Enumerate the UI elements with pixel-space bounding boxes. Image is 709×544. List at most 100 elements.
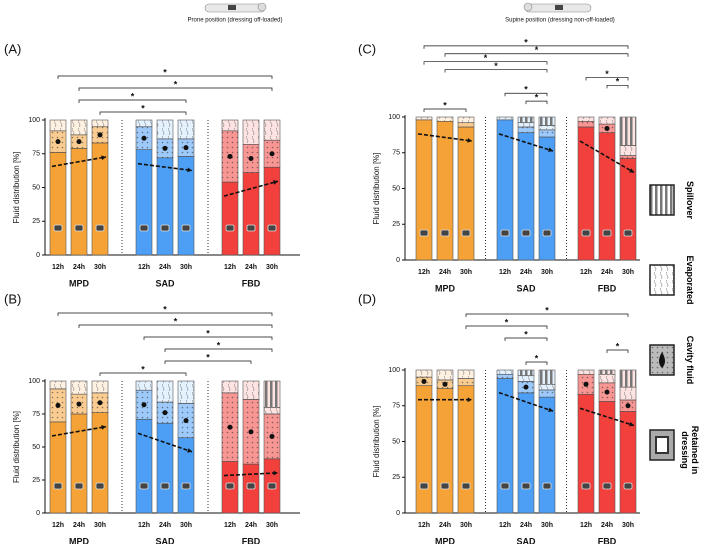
significance-label: * xyxy=(524,37,528,47)
bar-segment xyxy=(156,422,174,514)
trend-arrow-head xyxy=(548,407,553,413)
dressing-icon xyxy=(181,224,191,232)
group-label: MPD xyxy=(435,536,456,544)
dressing-icon xyxy=(95,482,105,490)
bar-segment xyxy=(415,119,433,261)
x-tick-label: 24h xyxy=(520,269,532,276)
significance-bracket xyxy=(423,45,629,49)
significance-label: * xyxy=(505,317,509,327)
trend-arrow-head xyxy=(187,167,192,173)
segment-pattern xyxy=(578,121,594,128)
x-tick-label: 30h xyxy=(541,269,553,276)
segment-pattern xyxy=(50,381,66,389)
bar-segment xyxy=(538,136,556,261)
trend-arrow-head xyxy=(467,397,472,403)
significance-label: * xyxy=(524,329,528,339)
bar-segment xyxy=(538,396,556,514)
cavity-icon xyxy=(55,139,61,145)
dressing-icon xyxy=(521,229,531,237)
x-tick-label: 12h xyxy=(138,522,150,529)
significance-bracket xyxy=(606,349,629,353)
trend-arrow xyxy=(579,140,635,174)
significance-bracket xyxy=(78,324,273,328)
significance-label: * xyxy=(616,341,620,351)
significance-label: * xyxy=(206,352,210,362)
dressing-icon xyxy=(581,229,591,237)
y-tick-label: 0 xyxy=(396,257,400,264)
x-tick-label: 24h xyxy=(159,522,171,529)
dressing-icon xyxy=(602,482,612,490)
segment-pattern xyxy=(92,120,108,127)
cavity-icon xyxy=(141,402,147,408)
x-tick-label: 24h xyxy=(245,522,257,529)
dressing-icon xyxy=(267,482,277,490)
segment-pattern xyxy=(599,370,615,375)
bar-segment xyxy=(70,148,88,256)
dressing-icon xyxy=(95,224,105,232)
segment-pattern xyxy=(518,370,534,376)
panel-label: (C) xyxy=(358,41,376,56)
significance-bracket xyxy=(99,372,187,376)
trend-arrow xyxy=(223,472,279,477)
dressing-icon xyxy=(623,229,633,237)
bar-segment xyxy=(177,156,195,256)
segment-pattern xyxy=(264,407,280,414)
dressing-icon xyxy=(581,482,591,490)
segment-pattern xyxy=(264,381,280,408)
segment-pattern xyxy=(539,129,555,138)
bar-segment xyxy=(242,172,260,256)
significance-bracket xyxy=(99,111,187,115)
group-label: SAD xyxy=(516,283,536,293)
dressing-icon xyxy=(521,482,531,490)
segment-pattern xyxy=(416,370,432,378)
bar-segment xyxy=(457,126,475,261)
trend-arrow xyxy=(51,425,107,437)
segment-pattern xyxy=(50,120,66,131)
dressing-icon xyxy=(542,229,552,237)
significance-bracket xyxy=(504,337,548,341)
group-label: FBD xyxy=(598,536,617,544)
cavity-icon xyxy=(269,433,275,439)
dressing-icon xyxy=(160,482,170,490)
x-tick-label: 24h xyxy=(439,522,451,529)
legend-icon xyxy=(659,352,665,368)
significance-bracket xyxy=(423,108,467,112)
bar-segment xyxy=(221,181,239,256)
segment-pattern xyxy=(136,381,152,391)
segment-pattern xyxy=(243,120,259,145)
y-tick-label: 25 xyxy=(392,221,400,228)
bar-segment xyxy=(517,392,535,514)
x-tick-label: 30h xyxy=(180,264,192,271)
group-label: MPD xyxy=(435,283,456,293)
y-tick-label: 50 xyxy=(392,438,400,445)
y-tick-label: 25 xyxy=(32,218,40,225)
cavity-icon xyxy=(604,125,610,131)
significance-label: * xyxy=(616,77,620,87)
supine-icon xyxy=(523,2,592,13)
dressing-icon xyxy=(225,482,235,490)
significance-bracket xyxy=(525,361,548,365)
trend-arrow xyxy=(137,432,193,453)
bar-segment xyxy=(70,413,88,514)
dressing-icon xyxy=(542,482,552,490)
x-tick-label: 12h xyxy=(580,269,592,276)
significance-bracket xyxy=(585,77,629,81)
group-label: SAD xyxy=(516,536,536,544)
significance-label: * xyxy=(206,328,210,338)
group-label: MPD xyxy=(69,278,90,288)
segment-pattern xyxy=(578,370,594,375)
legend-swatch xyxy=(649,264,675,296)
segment-pattern xyxy=(136,120,152,127)
legend-icon xyxy=(655,436,669,454)
x-tick-label: 24h xyxy=(73,264,85,271)
y-axis-label: Fluid distribution [%] xyxy=(372,405,381,477)
dressing-icon xyxy=(461,229,471,237)
segment-pattern xyxy=(416,117,432,120)
segment-pattern xyxy=(497,374,513,379)
segment-pattern xyxy=(620,387,636,401)
x-tick-label: 12h xyxy=(52,264,64,271)
trend-arrow-head xyxy=(548,147,553,152)
segment-pattern xyxy=(178,381,194,404)
